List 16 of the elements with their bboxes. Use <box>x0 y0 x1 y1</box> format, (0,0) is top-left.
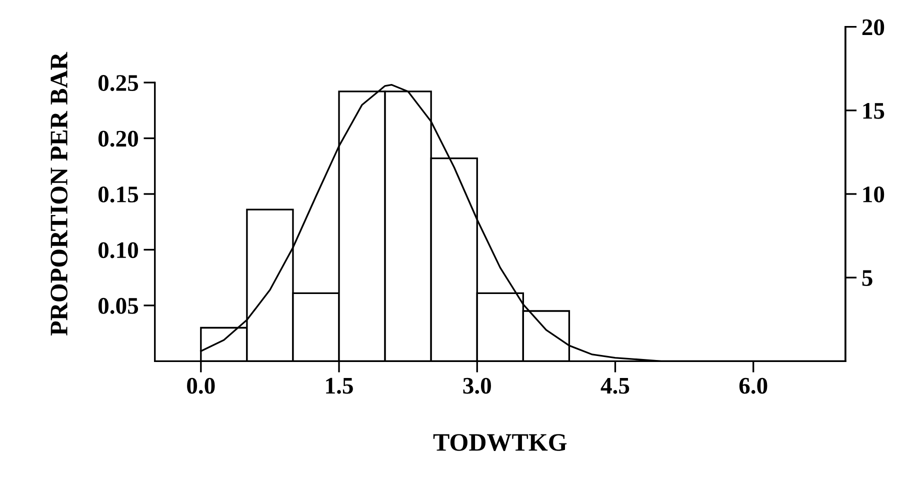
x-tick-label: 4.5 <box>600 378 630 394</box>
x-axis-title: TODWTKG <box>433 434 567 451</box>
y-tick-label: 0.25 <box>98 75 138 92</box>
y-tick-label: 0.15 <box>98 186 138 203</box>
y2-tick-label: 15 <box>863 103 884 119</box>
y-tick-label: 0.10 <box>98 242 138 258</box>
y-axis-title: PROPORTION PER BAR <box>50 52 68 336</box>
x-tick-label: 6.0 <box>739 378 768 394</box>
x-tick-label: 1.5 <box>326 378 353 394</box>
x-tick-label: 3.0 <box>463 378 491 394</box>
y2-tick-label: 5 <box>862 270 872 286</box>
y-tick-label: 0.20 <box>98 130 138 147</box>
x-tick-label: 0.0 <box>187 378 215 394</box>
y2-tick-label: 20 <box>862 19 884 36</box>
y2-tick-label: 10 <box>863 186 884 202</box>
y-tick-label: 0.05 <box>98 298 138 314</box>
